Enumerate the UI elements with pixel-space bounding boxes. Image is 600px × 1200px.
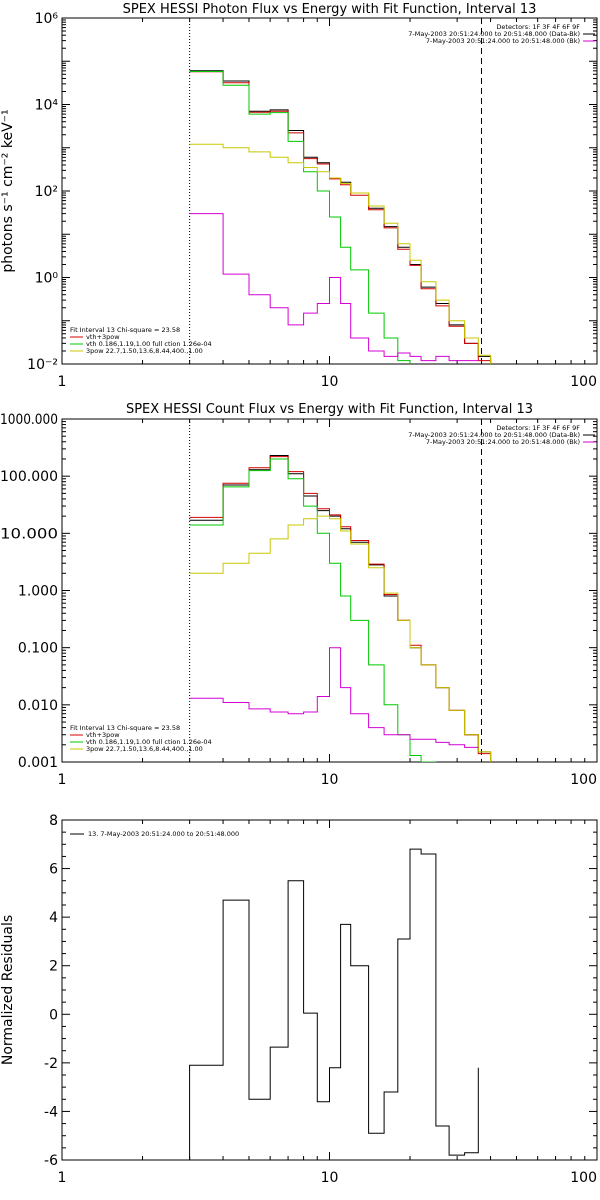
fit-info-line: 3pow 22.7,1.50,13.6,8.44,400.,1.00 (86, 745, 203, 753)
fit-info-line: vth+3pow (86, 731, 120, 739)
plot-title: SPEX HESSI Photon Flux vs Energy with Fi… (123, 2, 537, 17)
y-tick-label: 10² (35, 184, 58, 200)
x-tick-label: 10 (321, 772, 339, 788)
plot-frame (61, 819, 598, 1161)
info-line: Detectors: 1F 3F 4F 6F 9F (496, 424, 580, 432)
series-line (189, 70, 492, 364)
y-tick-label: 100.000 (0, 469, 58, 485)
info-line: 7-May-2003 20:51:24.000 to 20:51:48.000 … (426, 438, 580, 446)
x-tick-label: 10 (321, 374, 339, 390)
fit-info-line: Fit Interval 13 Chi-square = 23.58 (70, 326, 180, 334)
info-line: 7-May-2003 20:51:24.000 to 20:51:48.000 … (426, 37, 580, 45)
x-tick-label: 100 (570, 1170, 597, 1186)
y-tick-label: 6 (49, 862, 58, 878)
y-tick-label: 10⁻² (27, 357, 58, 373)
plot-frame (61, 418, 598, 763)
info-line: 7-May-2003 20:51:24.000 to 20:51:48.000 … (408, 30, 580, 38)
series-line (189, 848, 479, 1160)
series-line (189, 515, 492, 762)
fit-info-line: vth+3pow (86, 333, 120, 341)
y-tick-label: -4 (44, 1104, 58, 1120)
residuals-plot: 1 10 100 -6 -4 -2 0 2 4 6 8 Normalized Residuals 13.… (0, 813, 598, 1186)
y-tick-label: 0.001 (18, 755, 58, 771)
y-tick-label: 10⁰ (35, 271, 59, 287)
series-line (189, 143, 492, 364)
y-axis-label: photons s⁻¹ cm⁻² keV⁻¹ (0, 109, 16, 272)
x-tick-label: 100 (570, 772, 597, 788)
series-line (189, 455, 492, 762)
y-tick-label: 0 (49, 1007, 58, 1023)
y-tick-label: 8 (49, 813, 58, 829)
y-tick-label: -6 (44, 1153, 58, 1169)
x-tick-label: 1 (58, 1170, 67, 1186)
y-tick-label: 1.000 (18, 584, 58, 600)
fit-info-line: Fit Interval 13 Chi-square = 23.58 (70, 724, 180, 732)
fit-info-line: vth 0.186,1.19,1.00 full ction 1.26e-04 (86, 340, 212, 348)
y-tick-label: 10⁴ (35, 98, 59, 114)
y-tick-label: 10⁶ (35, 11, 59, 27)
series-line (189, 647, 479, 748)
count-flux-plot: SPEX HESSI Count Flux vs Energy with Fit… (0, 402, 598, 788)
y-tick-label: 10.000 (0, 526, 58, 542)
series-group (189, 848, 479, 1160)
x-tick-label: 10 (321, 1170, 339, 1186)
y-tick-label: 0.100 (18, 641, 58, 657)
info-line: 7-May-2003 20:51:24.000 to 20:51:48.000 … (408, 431, 580, 439)
series-group (189, 455, 492, 762)
y-tick-label: 2 (49, 959, 58, 975)
legend-label: 13. 7-May-2003 20:51:24.000 to 20:51:48.… (88, 830, 239, 838)
y-tick-label: -2 (44, 1056, 58, 1072)
info-line: Detectors: 1F 3F 4F 6F 9F (496, 23, 580, 31)
series-group (189, 70, 492, 364)
y-tick-label: 0.010 (18, 698, 58, 714)
series-line (189, 71, 492, 364)
x-tick-label: 1 (58, 374, 67, 390)
y-tick-label: 1000.000 (0, 412, 58, 428)
y-tick-label: 4 (49, 910, 58, 926)
series-line (189, 458, 437, 762)
x-tick-label: 1 (58, 772, 67, 788)
plot-title: SPEX HESSI Count Flux vs Energy with Fit… (126, 402, 533, 417)
series-line (189, 456, 492, 762)
fit-info-line: vth 0.186,1.19,1.00 full ction 1.26e-04 (86, 738, 212, 746)
fit-info-line: 3pow 22.7,1.50,13.6,8.44,400.,1.00 (86, 347, 203, 355)
series-line (189, 213, 479, 362)
y-axis-label: Normalized Residuals (0, 915, 16, 1065)
series-line (189, 71, 411, 364)
x-tick-label: 100 (570, 374, 597, 390)
photon-flux-plot: SPEX HESSI Photon Flux vs Energy with Fi… (0, 2, 598, 390)
